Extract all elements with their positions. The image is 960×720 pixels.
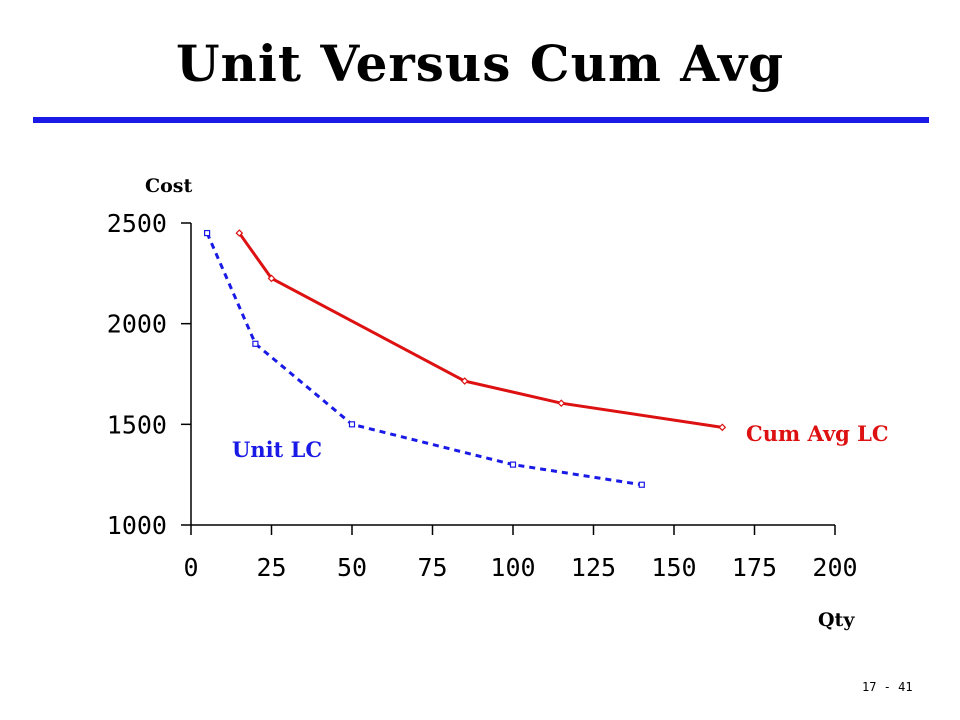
series-label-unit-lc: Unit LC bbox=[232, 437, 322, 462]
data-point-cum-avg-lc bbox=[557, 399, 566, 408]
chart-axes: 1000 1500 2000 2500 0 25 50 75 100 125 150 175 200 bbox=[107, 209, 858, 582]
y-tick-label: 2000 bbox=[107, 310, 167, 339]
x-tick-label: 75 bbox=[417, 553, 447, 582]
data-point-cum-avg-lc bbox=[718, 423, 727, 432]
y-tick-label: 1000 bbox=[107, 511, 167, 540]
data-point-cum-avg-lc bbox=[235, 229, 244, 237]
data-point-cum-avg-lc bbox=[267, 274, 276, 283]
chart-plot-area bbox=[204, 229, 727, 488]
title-rule bbox=[33, 117, 929, 123]
x-tick-label: 125 bbox=[571, 553, 616, 582]
data-point-unit-lc bbox=[204, 229, 211, 237]
data-point-cum-avg-lc bbox=[460, 377, 469, 385]
data-point-unit-lc bbox=[252, 340, 259, 347]
data-point-unit-lc bbox=[509, 461, 517, 468]
slide-number: 17 - 41 bbox=[862, 680, 913, 694]
series-label-cum-avg-lc: Cum Avg LC bbox=[746, 421, 889, 446]
y-tick-label: 1500 bbox=[107, 410, 167, 439]
x-tick-label: 200 bbox=[812, 553, 857, 582]
y-axis-label: Cost bbox=[145, 175, 192, 197]
data-point-unit-lc bbox=[638, 481, 645, 488]
x-tick-label: 100 bbox=[490, 553, 535, 582]
y-tick-label: 2500 bbox=[107, 209, 167, 238]
x-axis-label: Qty bbox=[818, 609, 855, 631]
slide-title: Unit Versus Cum Avg bbox=[175, 34, 785, 93]
x-tick-label: 25 bbox=[256, 553, 286, 582]
series-line-cum-avg-lc bbox=[238, 232, 723, 429]
x-tick-label: 50 bbox=[337, 553, 367, 582]
data-point-unit-lc bbox=[348, 421, 356, 428]
x-tick-label: 150 bbox=[651, 553, 696, 582]
x-tick-label: 0 bbox=[183, 553, 198, 582]
x-tick-label: 175 bbox=[732, 553, 777, 582]
